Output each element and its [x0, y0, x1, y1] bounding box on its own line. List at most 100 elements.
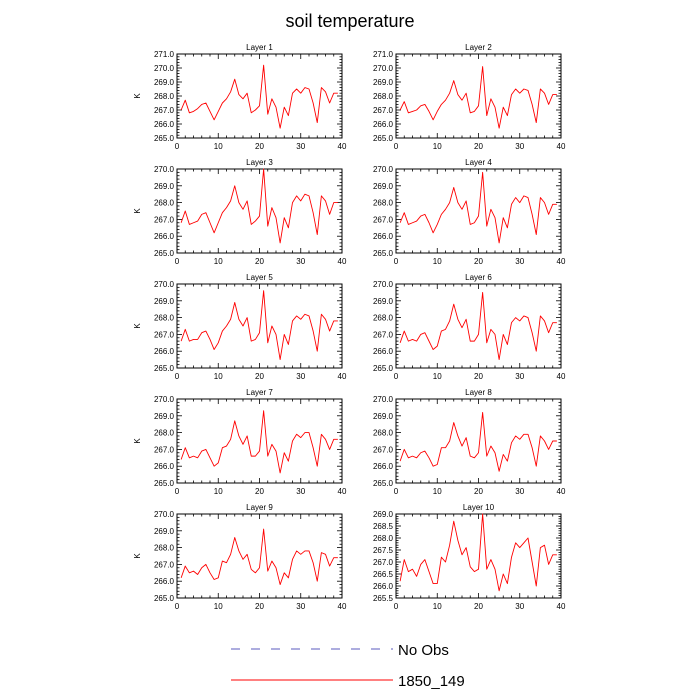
- y-tick-label: 267.0: [154, 215, 175, 224]
- y-tick-label: 270.0: [154, 64, 175, 73]
- plot-frame: [395, 283, 562, 369]
- y-axis-label: K: [133, 438, 142, 444]
- chart-panel-5: Layer 5 265.0 266.0 267.0 268.0 269.0 270.0 0 10…: [133, 273, 347, 381]
- series-line: [180, 410, 338, 474]
- y-tick-label: 265.0: [373, 364, 394, 373]
- panel-title: Layer 1: [246, 43, 273, 52]
- y-tick-label: 268.0: [154, 92, 175, 101]
- x-tick-label: 30: [515, 487, 524, 496]
- x-tick-label: 20: [255, 487, 264, 496]
- x-tick-label: 30: [515, 372, 524, 381]
- x-tick-label: 20: [255, 602, 264, 611]
- legend-label-2: 1850_149: [398, 673, 465, 690]
- y-tick-label: 266.0: [154, 577, 175, 586]
- y-tick-label: 269.0: [373, 412, 394, 421]
- plot-frame: [176, 53, 343, 139]
- x-tick-label: 10: [433, 487, 442, 496]
- y-axis-label: K: [133, 323, 142, 329]
- series-line: [180, 290, 338, 361]
- y-tick-label: 266.0: [154, 232, 175, 241]
- x-tick-label: 10: [214, 142, 223, 151]
- y-tick-label: 267.0: [154, 330, 175, 339]
- x-tick-label: 10: [433, 142, 442, 151]
- series-line: [399, 291, 557, 361]
- x-tick-label: 20: [255, 257, 264, 266]
- y-tick-label: 268.0: [154, 544, 175, 553]
- y-tick-label: 270.0: [154, 395, 175, 404]
- plot-frame: [395, 398, 562, 484]
- x-tick-label: 0: [175, 142, 180, 151]
- x-tick-label: 10: [214, 602, 223, 611]
- y-tick-label: 265.0: [154, 364, 175, 373]
- x-tick-label: 30: [296, 257, 305, 266]
- y-tick-label: 266.0: [373, 347, 394, 356]
- y-tick-label: 266.5: [373, 570, 394, 579]
- chart-panel-6: Layer 6 265.0 266.0 267.0 268.0 269.0 270.0 0 10…: [373, 273, 566, 381]
- y-tick-label: 267.5: [373, 546, 394, 555]
- chart-panel-3: Layer 3 265.0 266.0 267.0 268.0 269.0 270.0 0 10…: [133, 158, 347, 266]
- y-tick-label: 268.0: [373, 92, 394, 101]
- y-tick-label: 267.0: [373, 558, 394, 567]
- y-tick-label: 270.0: [154, 510, 175, 519]
- x-tick-label: 0: [394, 142, 399, 151]
- x-tick-label: 20: [474, 372, 483, 381]
- y-tick-label: 265.0: [373, 249, 394, 258]
- y-tick-label: 269.0: [373, 510, 394, 519]
- y-tick-label: 269.0: [373, 78, 394, 87]
- y-tick-label: 269.0: [154, 78, 175, 87]
- series-line: [180, 528, 338, 586]
- figure-title: soil temperature: [285, 11, 414, 31]
- panel-title: Layer 7: [246, 388, 273, 397]
- x-tick-label: 30: [515, 602, 524, 611]
- chart-panel-9: Layer 9 265.0 266.0 267.0 268.0 269.0 270.0 0 10…: [133, 503, 347, 611]
- x-tick-label: 0: [175, 487, 180, 496]
- y-tick-label: 267.0: [373, 215, 394, 224]
- x-tick-label: 40: [557, 372, 566, 381]
- chart-panel-1: Layer 1 265.0 266.0 267.0 268.0 269.0 270.0 271…: [133, 43, 347, 151]
- y-tick-label: 269.0: [154, 412, 175, 421]
- y-tick-label: 265.0: [154, 134, 175, 143]
- chart-panel-4: Layer 4 265.0 266.0 267.0 268.0 269.0 270.0 0 10…: [373, 158, 566, 266]
- x-tick-label: 0: [394, 372, 399, 381]
- plot-frame: [176, 283, 343, 369]
- panel-title: Layer 10: [463, 503, 495, 512]
- x-tick-label: 0: [394, 602, 399, 611]
- y-tick-label: 265.5: [373, 594, 394, 603]
- y-axis-label: K: [133, 553, 142, 559]
- plot-frame: [176, 513, 343, 599]
- y-tick-label: 267.0: [373, 330, 394, 339]
- x-tick-label: 0: [175, 257, 180, 266]
- y-tick-label: 266.0: [154, 120, 175, 129]
- y-tick-label: 268.0: [373, 199, 394, 208]
- x-tick-label: 30: [296, 372, 305, 381]
- y-tick-label: 268.0: [373, 429, 394, 438]
- x-tick-label: 30: [296, 487, 305, 496]
- chart-panel-10: Layer 10 265.5 266.0 266.5 267.0 267.5 268.0 26…: [373, 503, 566, 611]
- x-tick-label: 40: [338, 257, 347, 266]
- y-tick-label: 271.0: [373, 50, 394, 59]
- y-tick-label: 269.0: [154, 527, 175, 536]
- series-line: [399, 411, 557, 472]
- y-tick-label: 266.0: [154, 347, 175, 356]
- y-tick-label: 270.0: [154, 165, 175, 174]
- y-tick-label: 270.0: [373, 165, 394, 174]
- y-tick-label: 265.0: [154, 479, 175, 488]
- x-tick-label: 0: [175, 372, 180, 381]
- y-tick-label: 266.0: [154, 462, 175, 471]
- series-line: [399, 66, 557, 129]
- y-tick-label: 267.0: [373, 445, 394, 454]
- y-tick-label: 269.0: [373, 182, 394, 191]
- x-tick-label: 10: [433, 602, 442, 611]
- x-tick-label: 10: [433, 257, 442, 266]
- chart-panel-8: Layer 8 265.0 266.0 267.0 268.0 269.0 270.0 0 10…: [373, 388, 566, 496]
- y-tick-label: 267.0: [154, 560, 175, 569]
- x-tick-label: 30: [515, 142, 524, 151]
- x-tick-label: 10: [214, 487, 223, 496]
- y-tick-label: 265.0: [154, 249, 175, 258]
- y-tick-label: 266.0: [373, 232, 394, 241]
- y-tick-label: 268.5: [373, 522, 394, 531]
- y-tick-label: 268.0: [373, 314, 394, 323]
- x-tick-label: 10: [214, 257, 223, 266]
- x-tick-label: 40: [338, 372, 347, 381]
- plot-frame: [395, 168, 562, 254]
